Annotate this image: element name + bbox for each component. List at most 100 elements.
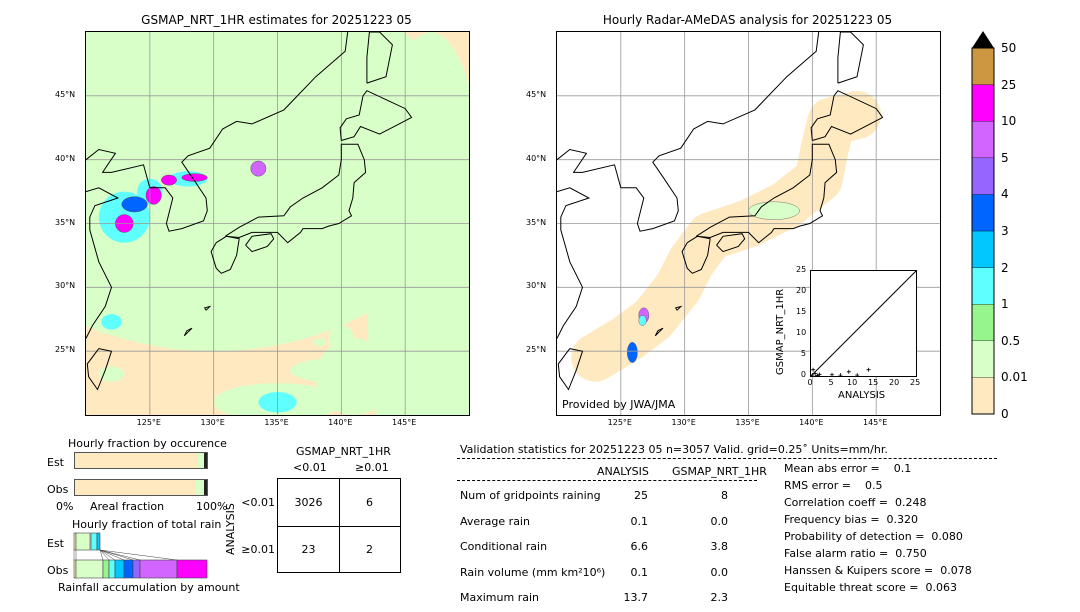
occurrence-title: Hourly fraction by occurence [68,437,227,450]
connector-line [99,549,116,561]
stat-analysis: 0.1 [630,565,649,579]
radar-coverage [571,91,881,382]
obs-rain-segment [139,559,178,579]
coastline [556,187,591,339]
scatter-point [866,367,871,372]
scatter-ytick: 10 [796,328,807,337]
colorbar-label: 2 [1001,260,1009,275]
occ-xmax: 100% [196,500,228,513]
lat-tick: 30°N [55,281,76,291]
stat-gsmap: 0.0 [710,565,729,579]
lon-tick: 145°E [391,418,417,427]
obs-rain-segment [114,559,125,579]
cell-11: 2 [366,543,373,556]
scatter-ylabel: GSMAP_NRT_1HR [775,288,786,375]
rain-area [313,338,327,347]
obs-rain-segment [132,559,141,579]
connector-line [99,549,141,561]
cont-title: GSMAP_NRT_1HR [296,445,391,458]
lat-tick: 35°N [526,217,547,227]
rain-area [334,302,353,311]
contingency-table: 3026 6 23 2 [277,478,401,573]
stat-analysis: 6.6 [630,540,649,553]
stat-label: Num of gridpoints raining [460,489,601,502]
tr-est-label: Est [47,537,64,550]
lon-tick: 130°E [671,418,696,427]
lat-tick: 25°N [526,345,547,355]
stat-label: Maximum rain [460,591,539,604]
obs-rain-segment [123,559,134,579]
scatter-point [830,372,834,377]
coastline [557,348,584,391]
scatter-point [811,367,816,372]
est-rain-segment [73,532,77,551]
scatter-ytick: 25 [796,265,807,274]
rain-area [748,201,800,220]
colorbar-label: 25 [1001,77,1017,92]
obs-rain-segment [73,559,77,579]
lon-tick: 135°E [264,418,289,427]
scatter-xtick: 5 [828,378,834,387]
colorbar-bin [971,267,995,305]
colorbar-bin [971,377,995,415]
coastline [203,305,212,311]
rain-area [98,95,278,326]
rain-area [101,314,122,330]
right-map-title: Hourly Radar-AMeDAS analysis for 2025122… [602,13,893,27]
cont-col-1: ≥0.01 [355,461,389,474]
lon-tick: 140°E [799,418,824,427]
coastline [224,143,367,244]
occ-est-bar [74,452,208,469]
scatter-ytick: 5 [800,349,806,358]
lon-tick: 135°E [735,418,760,427]
lat-tick: 30°N [526,281,547,291]
lat-tick: 45°N [526,89,547,99]
obs-rain-segment [75,559,104,579]
rain-area [638,315,647,326]
colorbar-bin [971,157,995,195]
colorbar-label: 0.5 [1001,333,1021,348]
lon-tick: 140°E [328,418,353,427]
cell-00: 3026 [294,496,323,509]
cont-col-0: <0.01 [293,461,327,474]
coastline [654,327,664,337]
scatter-ytick: 0 [800,370,806,379]
stat-gsmap: 3.8 [710,540,729,553]
scatter-xtick: 15 [868,378,879,387]
scatter-xtick: 25 [910,378,921,387]
gsmap-map [0,0,495,543]
colorbar [971,31,995,415]
credit-text: Provided by JWA/JMA [562,398,676,411]
scatter-plot [810,270,917,378]
rain-area [145,186,162,205]
lat-tick: 40°N [55,153,76,163]
colorbar-bin [971,304,995,341]
scatter-xtick: 0 [807,378,813,387]
connector-line [99,549,125,561]
est-rain-segment [96,532,101,551]
scatter-point [846,369,851,374]
scatter-ytick: 15 [796,307,807,316]
colorbar-extend-arrow [972,31,994,48]
stat-label: Conditional rain [460,540,548,553]
stat-analysis: 13.7 [623,591,649,604]
coastline [86,348,113,391]
rain-area [250,160,267,177]
lon-tick: 130°E [200,418,225,427]
scatter-point [838,373,843,378]
coastline [85,31,349,232]
cell-01: 6 [366,496,373,509]
occ-est-label: Est [47,456,64,469]
score-line: Probability of detection = 0.080 [784,530,963,543]
stat-analysis: 25 [634,489,648,502]
stat-gsmap: 0.0 [710,514,729,528]
colorbar-label: 3 [1001,224,1009,238]
fraction-segment [197,453,205,468]
score-line: Equitable threat score = 0.063 [784,581,957,594]
connector-line [99,549,110,561]
coastline [556,31,820,232]
coastline [837,31,864,84]
occ-obs-bar [74,479,208,496]
colorbar-label: 1 [1001,297,1009,312]
rain-area [98,366,125,382]
